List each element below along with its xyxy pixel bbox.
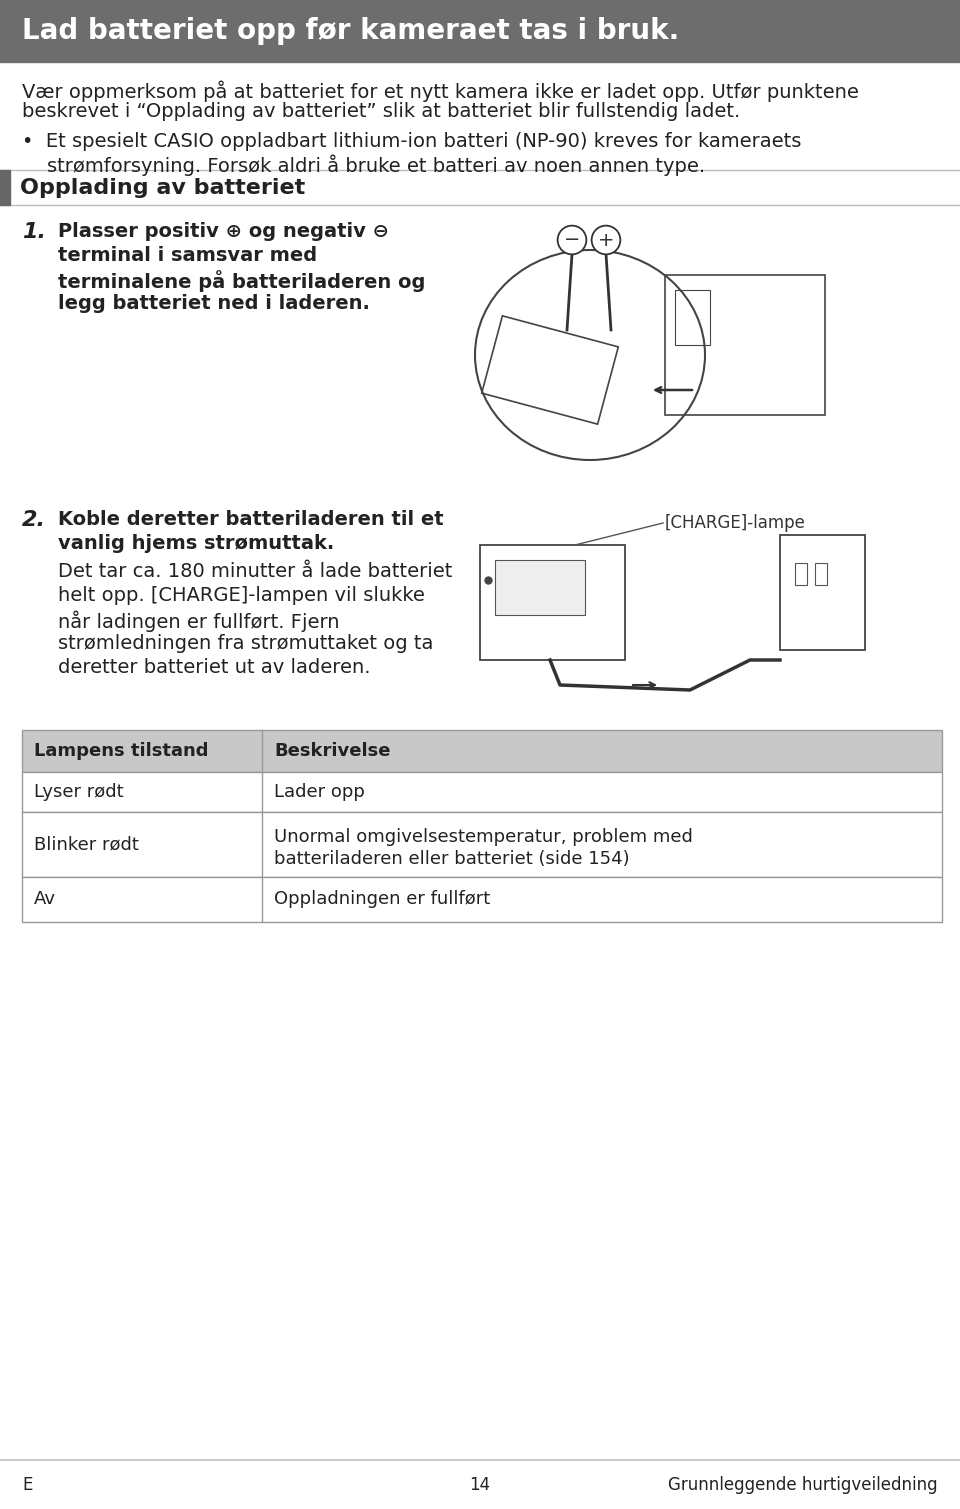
- Text: Det tar ca. 180 minutter å lade batteriet: Det tar ca. 180 minutter å lade batterie…: [58, 561, 452, 581]
- Text: beskrevet i “Opplading av batteriet” slik at batteriet blir fullstendig ladet.: beskrevet i “Opplading av batteriet” sli…: [22, 103, 740, 121]
- Text: vanlig hjems strømuttak.: vanlig hjems strømuttak.: [58, 534, 334, 552]
- Text: terminalene på batteriladeren og: terminalene på batteriladeren og: [58, 270, 425, 291]
- Text: Blinker rødt: Blinker rødt: [34, 836, 139, 854]
- Bar: [495, 560, 585, 616]
- Text: Plasser positiv ⊕ og negativ ⊖: Plasser positiv ⊕ og negativ ⊖: [58, 222, 389, 241]
- Bar: [795, 563, 807, 585]
- Text: når ladingen er fullført. Fjern: når ladingen er fullført. Fjern: [58, 610, 340, 631]
- Text: 14: 14: [469, 1476, 491, 1494]
- Text: Av: Av: [34, 890, 56, 908]
- Text: •  Et spesielt CASIO oppladbart lithium-ion batteri (NP-90) kreves for kameraets: • Et spesielt CASIO oppladbart lithium-i…: [22, 131, 802, 151]
- Bar: [0, 171, 10, 205]
- Text: strømforsyning. Forsøk aldri å bruke et batteri av noen annen type.: strømforsyning. Forsøk aldri å bruke et …: [22, 154, 706, 175]
- Text: terminal i samsvar med: terminal i samsvar med: [58, 246, 317, 266]
- Text: E: E: [22, 1476, 33, 1494]
- Text: 1.: 1.: [22, 222, 46, 241]
- Text: +: +: [598, 231, 614, 249]
- Text: −: −: [564, 231, 580, 249]
- Text: Opplading av batteriet: Opplading av batteriet: [20, 178, 305, 198]
- Text: batteriladeren eller batteriet (side 154): batteriladeren eller batteriet (side 154…: [274, 850, 630, 868]
- Text: Lampens tilstand: Lampens tilstand: [34, 742, 208, 761]
- Text: helt opp. [CHARGE]-lampen vil slukke: helt opp. [CHARGE]-lampen vil slukke: [58, 585, 425, 605]
- Bar: [780, 536, 865, 650]
- Bar: [675, 290, 710, 346]
- Bar: [22, 812, 942, 877]
- Text: deretter batteriet ut av laderen.: deretter batteriet ut av laderen.: [58, 658, 371, 678]
- Bar: [480, 545, 625, 659]
- Text: 2.: 2.: [22, 510, 46, 530]
- Text: legg batteriet ned i laderen.: legg batteriet ned i laderen.: [58, 294, 370, 312]
- Text: Lad batteriet opp før kameraet tas i bruk.: Lad batteriet opp før kameraet tas i bru…: [22, 17, 680, 45]
- Text: Beskrivelse: Beskrivelse: [274, 742, 391, 761]
- Text: Koble deretter batteriladeren til et: Koble deretter batteriladeren til et: [58, 510, 444, 530]
- Bar: [22, 877, 942, 922]
- Text: Grunnleggende hurtigveiledning: Grunnleggende hurtigveiledning: [668, 1476, 938, 1494]
- Bar: [665, 275, 825, 415]
- Bar: [0, 0, 960, 62]
- Bar: [482, 315, 618, 424]
- Bar: [22, 730, 942, 773]
- Text: strømledningen fra strømuttaket og ta: strømledningen fra strømuttaket og ta: [58, 634, 433, 653]
- Bar: [22, 773, 942, 812]
- Text: Lyser rødt: Lyser rødt: [34, 783, 124, 801]
- Text: Lader opp: Lader opp: [274, 783, 365, 801]
- Text: Oppladningen er fullført: Oppladningen er fullført: [274, 890, 491, 908]
- Bar: [815, 563, 827, 585]
- Text: Unormal omgivelsestemperatur, problem med: Unormal omgivelsestemperatur, problem me…: [274, 828, 693, 847]
- Text: [CHARGE]-lampe: [CHARGE]-lampe: [665, 515, 805, 533]
- Text: Vær oppmerksom på at batteriet for et nytt kamera ikke er ladet opp. Utfør punkt: Vær oppmerksom på at batteriet for et ny…: [22, 80, 859, 101]
